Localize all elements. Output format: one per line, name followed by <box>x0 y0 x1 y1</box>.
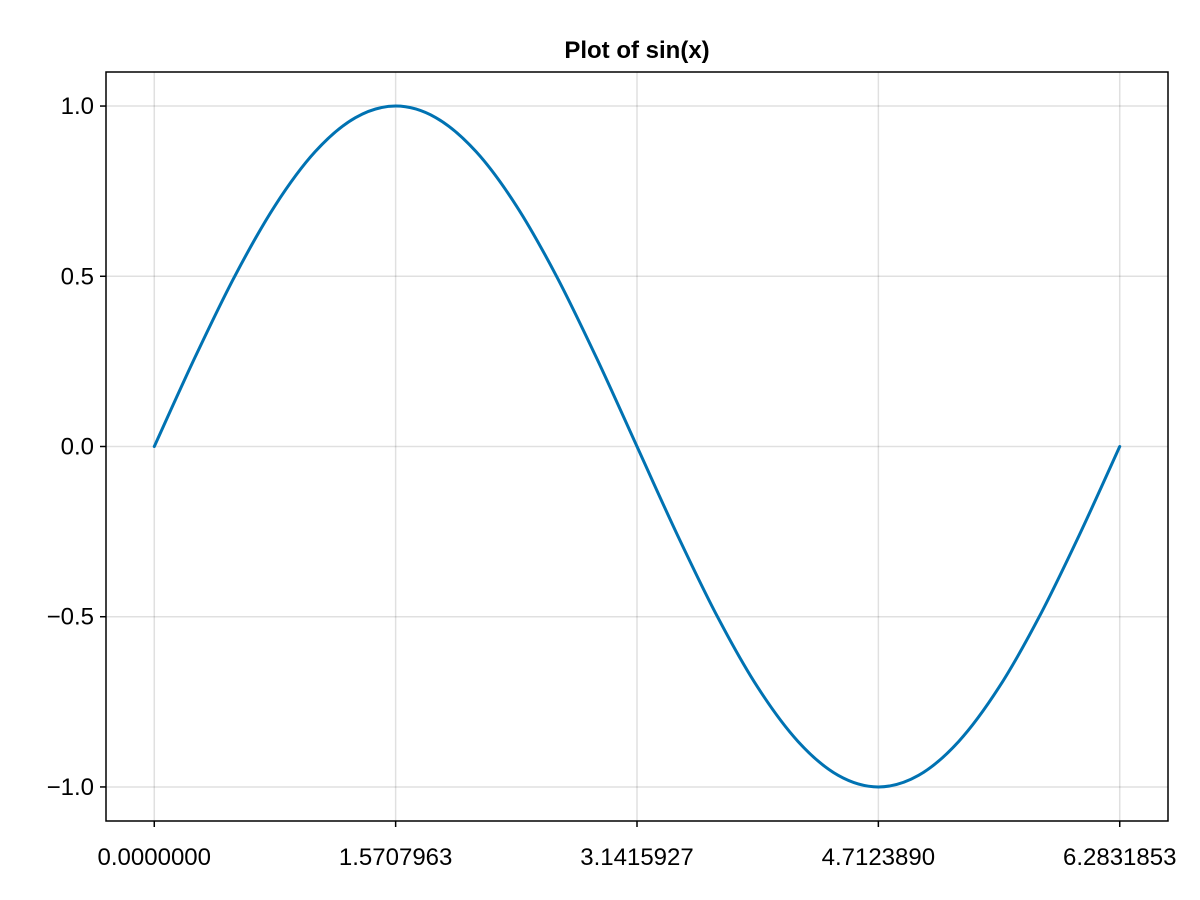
x-axis: 0.0000000 1.5707963 3.1415927 4.7123890 6.28… <box>98 844 1177 871</box>
x-tick-label: 0.0000000 <box>98 844 211 871</box>
y-tick-label: −0.5 <box>47 604 94 631</box>
x-tick-label: 3.1415927 <box>580 844 693 871</box>
y-tick-label: 0.0 <box>61 434 94 461</box>
chart-title: Plot of sin(x) <box>564 37 709 64</box>
y-tick-label: 0.5 <box>61 263 94 290</box>
axis-ticks <box>100 105 1121 827</box>
x-tick-label: 6.2831853 <box>1063 844 1176 871</box>
y-axis: 1.0 0.5 0.0 −0.5 −1.0 <box>47 93 94 801</box>
y-tick-label: 1.0 <box>61 93 94 120</box>
x-tick-label: 4.7123890 <box>822 844 935 871</box>
sin-series-line <box>152 104 1122 789</box>
y-tick-label: −1.0 <box>47 774 94 801</box>
series-layer <box>152 104 1122 789</box>
x-tick-label: 1.5707963 <box>339 844 452 871</box>
